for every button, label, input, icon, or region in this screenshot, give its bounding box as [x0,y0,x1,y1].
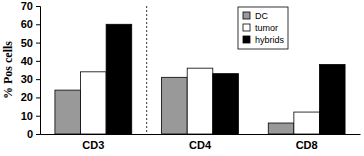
bar [162,77,188,134]
y-tick-mark [36,43,40,44]
bar [319,65,345,134]
y-tick: 0 [27,128,40,140]
legend: DC tumor hybrids [238,7,288,49]
legend-swatch [243,24,250,31]
y-tick-label: 10 [21,110,33,122]
bar [81,72,107,134]
y-tick-label: 70 [21,0,33,12]
x-tick: CD3 [82,134,104,151]
y-tick: 70 [21,0,40,12]
y-axis: 0 10 20 30 40 50 60 70 [21,0,41,140]
legend-label: DC [255,11,268,21]
x-axis: CD3 CD4 CD8 [41,134,361,151]
y-tick: 40 [21,55,40,67]
plot: 0 10 20 30 40 50 60 70 CD3 CD4 CD8 [21,0,361,151]
y-axis-line [36,7,41,135]
y-tick-mark [36,134,40,135]
y-tick: 10 [21,110,40,122]
legend-item: hybrids [243,35,285,45]
bar [294,112,320,134]
y-tick-label: 40 [21,55,33,67]
chart: 0 10 20 30 40 50 60 70 CD3 CD4 CD8 % Pos cells DC tum… [0,0,364,156]
legend-swatch [243,12,250,19]
x-tick-label: CD4 [189,139,212,151]
bars [55,24,345,134]
y-tick-mark [36,6,40,7]
y-tick: 30 [21,73,40,85]
x-tick-label: CD8 [296,139,318,151]
y-tick-mark [36,24,40,25]
y-tick-label: 30 [21,73,33,85]
x-tick-label: CD3 [82,139,104,151]
y-tick: 20 [21,91,40,103]
y-tick-mark [36,97,40,98]
legend-label: hybrids [255,35,285,45]
y-tick-label: 50 [21,37,33,49]
bar [55,90,81,134]
y-tick: 50 [21,37,40,49]
y-axis-title: % Pos cells [1,41,15,99]
y-tick-label: 0 [27,128,33,140]
legend-item: tumor [243,23,278,33]
x-tick: CD4 [189,134,212,151]
y-tick-mark [36,116,40,117]
legend-label: tumor [255,23,278,33]
bar [268,123,294,134]
x-tick: CD8 [296,134,318,151]
y-tick-mark [36,61,40,62]
legend-box [238,7,288,49]
y-tick-label: 60 [21,18,33,30]
x-axis-line [41,134,361,135]
y-tick-label: 20 [21,91,33,103]
bar [187,68,213,134]
legend-swatch [243,36,250,43]
bar [213,74,239,134]
bar [106,24,132,134]
y-tick-mark [36,79,40,80]
legend-item: DC [243,11,268,21]
divider [146,6,147,134]
y-tick: 60 [21,18,40,30]
